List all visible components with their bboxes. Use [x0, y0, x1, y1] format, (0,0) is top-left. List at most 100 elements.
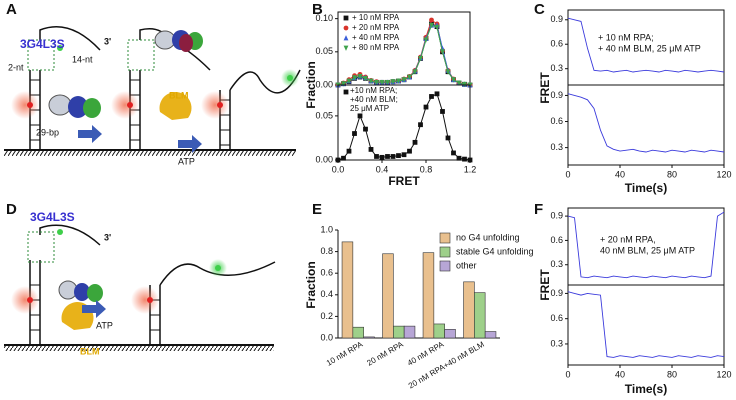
y-tick-label: 1.0	[320, 224, 333, 234]
marker	[423, 104, 429, 110]
legend-box: +10 nM RPA; +40 nM BLM; 25 μM ATP	[350, 86, 398, 113]
series-line	[567, 93, 725, 153]
bar	[403, 325, 416, 339]
bar	[363, 336, 375, 339]
marker	[346, 148, 352, 154]
y-axis-label: FRET	[538, 269, 552, 301]
marker	[368, 78, 374, 84]
y-tick-label: 0.3	[550, 338, 563, 348]
x-tick-label: 20 nM RPA+40 nM BLM	[407, 340, 486, 391]
annotation: 40 nM BLM, 25 μM ATP	[600, 245, 695, 255]
y-axis-label: Fraction	[304, 61, 318, 108]
bar	[352, 326, 364, 339]
marker	[396, 153, 401, 158]
bar	[433, 323, 445, 339]
marker	[467, 157, 473, 163]
y-tick-label: 0.3	[550, 259, 563, 269]
marker	[343, 89, 349, 95]
y-tick-label: 0.4	[320, 289, 333, 299]
marker	[374, 154, 379, 159]
bar	[474, 292, 486, 339]
y-axis-label: FRET	[538, 72, 552, 104]
panel-label: A	[6, 1, 17, 18]
marker	[341, 155, 346, 161]
x-tick-label: 40	[615, 169, 625, 179]
marker	[401, 152, 407, 158]
end-label: 3'	[104, 232, 111, 242]
legend-swatch	[439, 232, 451, 244]
marker	[341, 81, 346, 87]
marker	[374, 79, 379, 86]
bar	[422, 252, 435, 339]
bar	[484, 331, 497, 339]
y-tick-label: 0.6	[550, 313, 563, 323]
y-tick-label: 0.10	[315, 13, 333, 23]
x-tick-label: 1.2	[464, 164, 477, 174]
x-tick-label: 0	[565, 369, 570, 379]
y-tick-label: 0.05	[315, 46, 333, 56]
x-tick-label: 20 nM RPA	[365, 339, 405, 367]
panel-label: F	[534, 201, 543, 218]
y-tick-label: 0.9	[550, 288, 563, 298]
panel-label: D	[6, 201, 17, 218]
construct-label: 3G4L3S	[30, 210, 75, 224]
x-tick-label: 0.0	[332, 164, 345, 174]
legend-label: stable G4 unfolding	[456, 246, 534, 256]
legend-swatch	[439, 260, 451, 272]
y-tick-label: 0.6	[550, 39, 563, 49]
bar	[393, 325, 405, 339]
legend-label: + 40 nM RPA	[352, 33, 400, 42]
y-axis-label: Fraction	[304, 261, 318, 308]
marker	[363, 126, 368, 132]
x-tick-label: 10 nM RPA	[325, 339, 365, 367]
x-axis-label: Time(s)	[625, 181, 667, 195]
y-tick-label: 0.6	[320, 268, 333, 278]
marker	[368, 147, 374, 152]
cofactor-label: ATP	[96, 320, 113, 330]
panel-label: C	[534, 1, 545, 18]
x-tick-label: 80	[667, 369, 677, 379]
marker	[423, 37, 429, 43]
marker	[451, 150, 456, 156]
panel-label: E	[312, 201, 322, 218]
diagram-a: 3G4L3S 3' 14-nt 2-nt 29-bp BLM ATP	[4, 26, 301, 166]
y-tick-label: 0.00	[315, 79, 333, 89]
marker	[335, 157, 341, 163]
x-tick-label: 120	[716, 369, 731, 379]
series-line	[567, 17, 725, 73]
y-tick-label: 0.8	[320, 246, 333, 256]
diagram-d: 3G4L3S 3' ATP BLM	[4, 210, 276, 356]
bar	[382, 253, 394, 339]
marker	[445, 135, 451, 141]
marker	[343, 15, 349, 21]
plot-frame	[567, 284, 725, 366]
marker	[343, 45, 349, 51]
annotation: + 40 nM BLM, 25 μM ATP	[598, 43, 701, 53]
y-tick-label: 0.05	[315, 110, 333, 120]
duplex-label: 29-bp	[36, 127, 59, 137]
marker	[429, 17, 434, 23]
marker	[429, 22, 434, 29]
marker	[379, 79, 385, 86]
y-tick-label: 0.9	[550, 210, 563, 220]
marker	[385, 154, 390, 159]
marker	[385, 79, 390, 86]
legend-label: no G4 unfolding	[456, 232, 520, 242]
marker	[418, 56, 423, 62]
marker	[412, 69, 418, 75]
helicase-label: BLM	[169, 90, 189, 100]
marker	[418, 122, 423, 128]
y-tick-label: 0.00	[315, 154, 333, 164]
marker	[343, 25, 349, 31]
y-tick-label: 0.3	[550, 63, 563, 73]
legend-label: + 20 nM RPA	[352, 23, 400, 32]
marker	[363, 75, 368, 82]
marker	[346, 78, 352, 84]
marker	[357, 73, 363, 80]
x-tick-label: 80	[667, 169, 677, 179]
x-tick-label: 0.8	[420, 164, 433, 174]
marker	[429, 94, 434, 99]
y-tick-label: 0.6	[550, 235, 563, 245]
